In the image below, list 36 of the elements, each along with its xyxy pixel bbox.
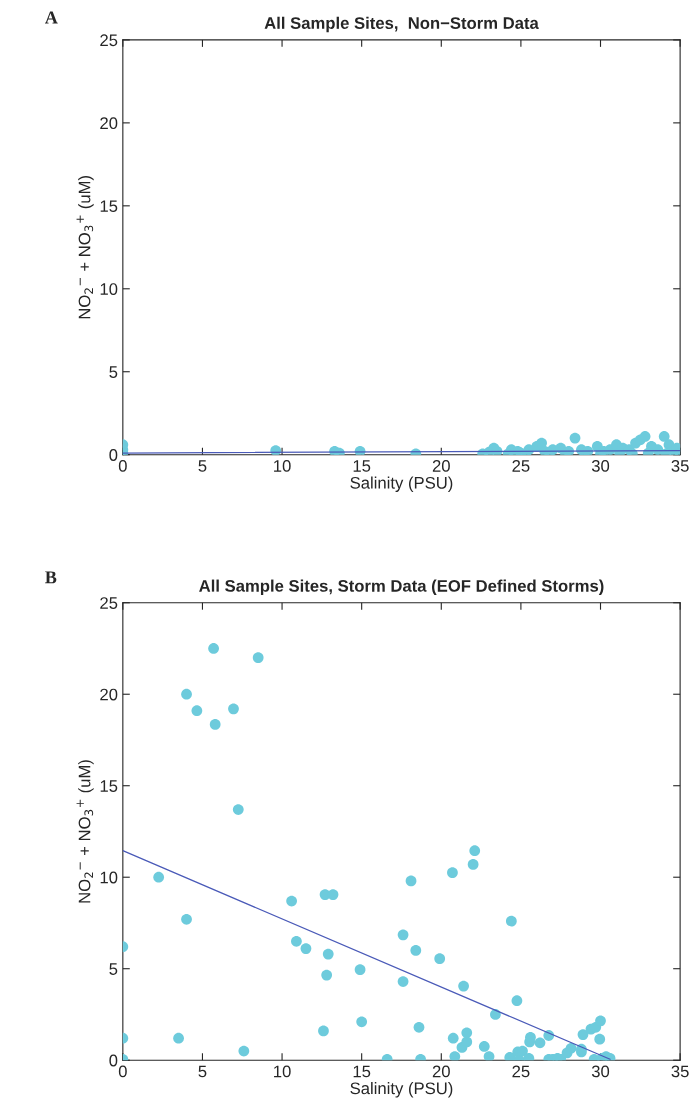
x-tick-label: 0 [118, 459, 127, 472]
x-tick-label: 20 [432, 459, 450, 472]
x-tick-label: 35 [671, 459, 689, 472]
y-tick-label: 25 [100, 597, 118, 609]
y-tick-label: 5 [109, 963, 118, 975]
x-tick-label: 15 [353, 460, 371, 472]
x-tick-label: 15 [353, 1065, 371, 1078]
x-tick-label: 20 [432, 1065, 450, 1078]
y-tick-label: 20 [100, 688, 118, 701]
y-tick-label: 25 [100, 34, 118, 47]
x-axis-title: Salinity (PSU) [350, 1081, 453, 1098]
x-tick-label: 5 [198, 1065, 207, 1078]
x-tick-label: 25 [512, 459, 530, 472]
y-tick-label: 15 [100, 780, 118, 792]
y-tick-label: 15 [100, 200, 118, 213]
x-tick-label: 30 [591, 459, 610, 472]
x-tick-label: 25 [512, 1065, 530, 1078]
y-tick-label: 5 [109, 366, 118, 378]
x-tick-label: 10 [274, 1065, 291, 1078]
y-tick-label: 0 [109, 1054, 118, 1067]
x-tick-label: 5 [198, 460, 207, 472]
text: B [45, 571, 57, 584]
x-tick-label: 35 [671, 1065, 689, 1078]
y-tick-label: 0 [109, 449, 118, 461]
x-tick-label: 0 [118, 1065, 127, 1078]
x-tick-label: 10 [274, 459, 291, 472]
y-tick-label: 10 [100, 871, 118, 884]
y-axis-title: NO$_{2}$$^{−}$ + NO$_{3}$$^{+}$ (uM) [76, 176, 94, 319]
chart-title: All Sample Sites, Non−Storm Data [264, 16, 539, 33]
text: A [45, 11, 58, 24]
y-tick-label: 20 [100, 117, 118, 130]
chart-title: All Sample Sites, Storm Data (EOF Defined Storms) [199, 579, 604, 596]
y-tick-label: 10 [100, 283, 118, 295]
x-axis-title: Salinity (PSU) [350, 476, 453, 493]
x-tick-label: 30 [591, 1065, 610, 1078]
y-axis-title: NO$_{2}$$^{−}$ + NO$_{3}$$^{+}$ (uM) [76, 760, 94, 903]
